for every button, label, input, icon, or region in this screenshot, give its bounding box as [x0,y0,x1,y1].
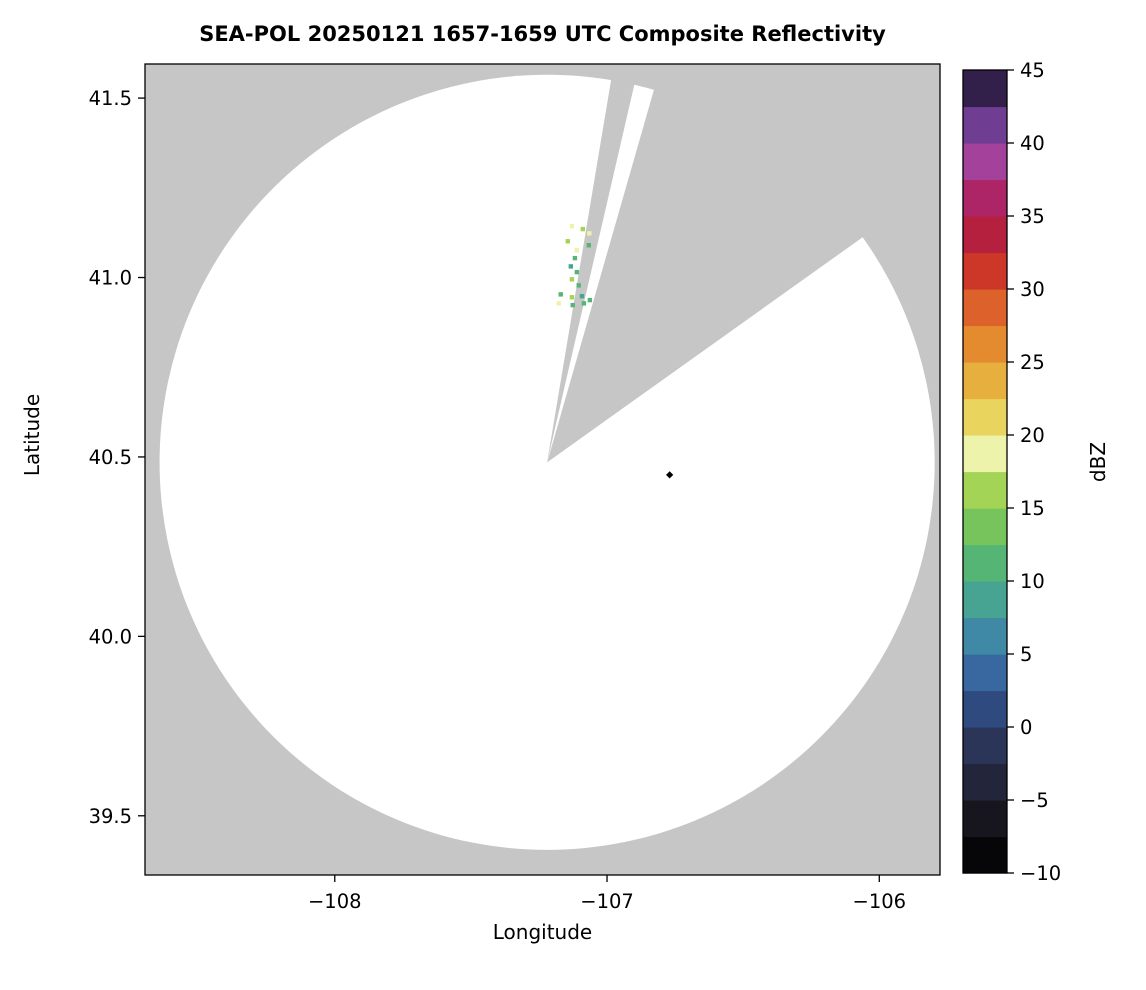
colorbar-band [963,106,1007,144]
colorbar-tick-label: 5 [1020,643,1032,666]
reflectivity-echo [570,302,575,308]
colorbar-tick-label: 45 [1020,59,1045,82]
colorbar-tick-label: 30 [1020,278,1045,301]
colorbar-band [963,398,1007,436]
reflectivity-echo [569,277,575,282]
colorbar-band [963,435,1007,473]
reflectivity-echo [587,297,593,303]
colorbar-band [963,654,1007,692]
colorbar-band [963,581,1007,619]
colorbar-tick-label: 25 [1020,351,1045,374]
colorbar-tick-label: −10 [1020,862,1061,885]
blocked-sector [547,64,940,463]
colorbar-band [963,325,1007,363]
colorbar-label: dBZ [1086,441,1110,483]
colorbar-tick-label: 10 [1020,570,1045,593]
reflectivity-echo [579,293,585,299]
y-tick-label: 41.0 [89,267,132,290]
colorbar-band [963,289,1007,327]
reflectivity-echo [558,292,563,297]
chart-title: SEA-POL 20250121 1657-1659 UTC Composite… [199,22,886,46]
colorbar-tick-label: 35 [1020,205,1045,228]
y-tick-label: 40.5 [89,446,132,469]
colorbar-tick-label: 20 [1020,424,1045,447]
colorbar-band [963,252,1007,290]
colorbar-band [963,544,1007,582]
y-tick-label: 40.0 [89,625,132,648]
reflectivity-echo [580,226,585,232]
colorbar-band [963,800,1007,838]
colorbar-band [963,143,1007,181]
plot-frame [144,63,941,876]
colorbar-tick-label: −5 [1020,789,1049,812]
reflectivity-echo [569,224,575,229]
reflectivity-echo [574,248,580,253]
reflectivity-echo [574,269,580,275]
colorbar-band [963,216,1007,254]
reflectivity-echo [568,264,574,269]
x-tick-label: −107 [580,890,634,913]
colorbar-band [963,727,1007,765]
colorbar-band [963,763,1007,801]
colorbar-band [963,70,1007,108]
colorbar-tick-label: 0 [1020,716,1032,739]
site-marker [666,471,674,479]
y-tick-label: 39.5 [89,805,132,828]
colorbar-frame [962,69,1008,874]
reflectivity-echo [569,295,575,300]
reflectivity-echo [587,231,592,236]
colorbar-band [963,362,1007,400]
colorbar-band [963,471,1007,509]
x-tick-label: −108 [308,890,362,913]
colorbar-band [963,690,1007,728]
reflectivity-echo [556,301,562,306]
colorbar-band [963,836,1007,874]
colorbar-band [963,508,1007,546]
x-tick-label: −106 [853,890,907,913]
reflectivity-echo [565,239,571,244]
colorbar-tick-label: 40 [1020,132,1045,155]
reflectivity-echo [576,283,581,288]
colorbar-band [963,617,1007,655]
y-axis-label: Latitude [20,393,44,477]
radar-field [145,64,940,875]
reflectivity-echo [581,301,587,306]
reflectivity-echo [572,255,578,261]
y-tick-label: 41.5 [89,87,132,110]
colorbar-tick-label: 15 [1020,497,1045,520]
x-axis-label: Longitude [492,920,593,944]
colorbar-band [963,179,1007,217]
reflectivity-echo [586,243,591,248]
